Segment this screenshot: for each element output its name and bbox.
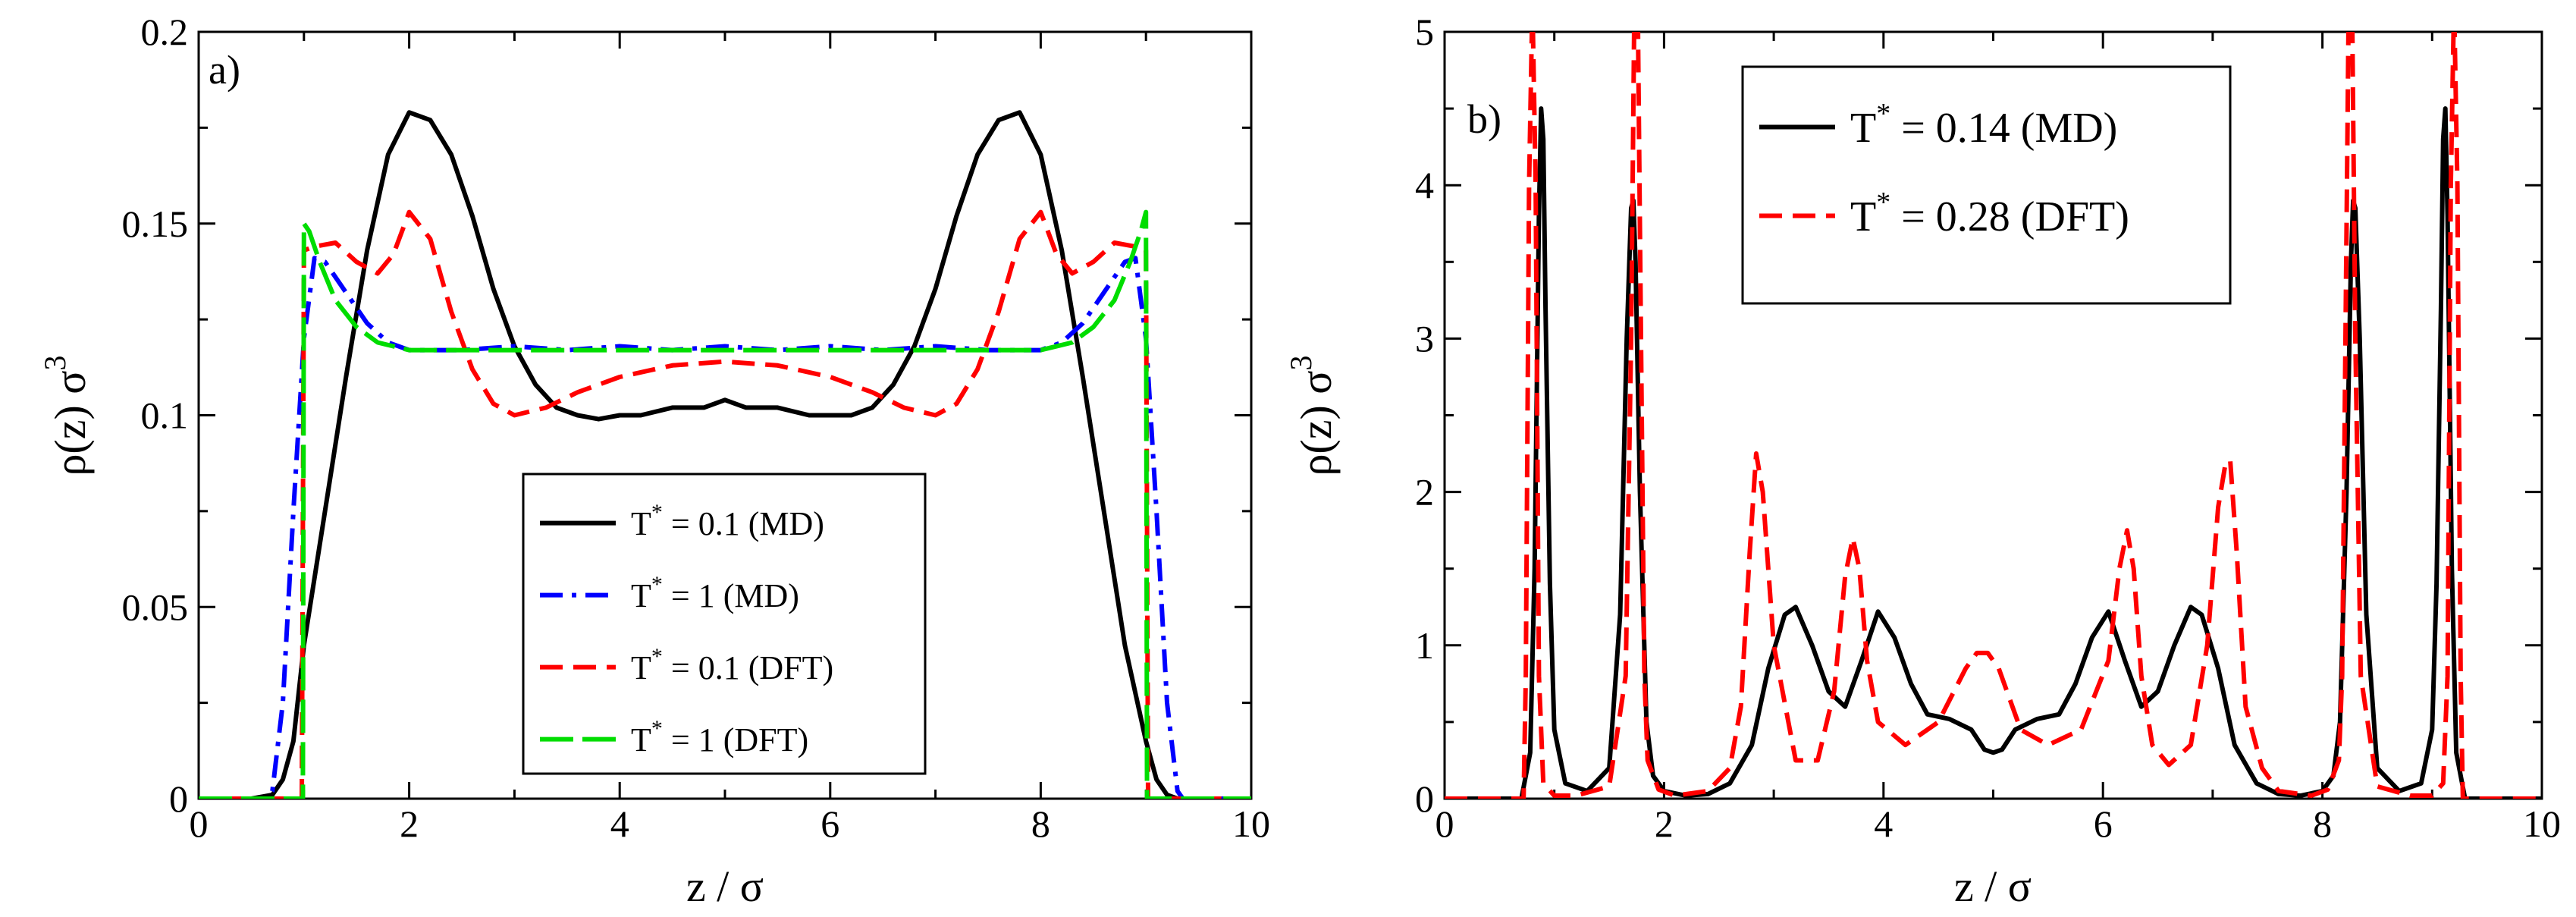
x-tick-label: 8: [1031, 802, 1050, 845]
legend-entry: T* = 0.1 (MD): [631, 500, 824, 542]
y-tick-label: 0: [169, 777, 188, 820]
legend-entry: T* = 0.1 (DFT): [631, 644, 833, 686]
x-tick-label: 6: [820, 802, 839, 845]
y-tick-label: 0.15: [122, 203, 189, 245]
series-group: [1445, 32, 2542, 799]
y-axis-label: ρ(z) σ3: [1284, 355, 1341, 476]
panel-label: a): [209, 47, 240, 93]
y-tick-label: 2: [1415, 471, 1434, 513]
legend-box: [1741, 65, 2232, 305]
y-tick-label: 0.1: [141, 394, 189, 437]
y-tick-label: 0.05: [122, 586, 189, 628]
x-tick-label: 2: [400, 802, 419, 845]
x-tick-label: 2: [1655, 802, 1674, 845]
y-tick-label: 4: [1415, 164, 1434, 206]
chart-panel-b: 0 2 4 6 8 10 0 1 2 3 4 5 T* = 0.14 (MD) T* = 0.28 (DF…: [1284, 11, 2561, 911]
x-tick-label: 8: [2313, 802, 2332, 845]
series-line-0-1-md: [199, 110, 1251, 799]
panel-label: b): [1467, 96, 1501, 142]
y-tick-label: 5: [1415, 11, 1434, 53]
legend-entry: T* = 0.14 (MD): [1850, 98, 2117, 152]
legend-entry: T* = 0.28 (DFT): [1850, 187, 2129, 240]
x-tick-label: 0: [190, 802, 209, 845]
series-line-0-1-dft: [199, 209, 1251, 799]
x-tick-label: 0: [1435, 802, 1454, 845]
series-line-1-dft: [199, 209, 1251, 799]
legend: T* = 0.1 (MD) T* = 1 (MD) T* = 0.1 (DFT) T*…: [522, 473, 927, 775]
x-tick-label: 4: [610, 802, 629, 845]
y-tick-label: 3: [1415, 317, 1434, 360]
legend-entry: T* = 1 (DFT): [631, 716, 808, 758]
x-tick-label: 10: [2523, 802, 2561, 845]
series-group: [199, 110, 1251, 799]
x-axis-label: z / σ: [686, 862, 764, 911]
x-axis-label: z / σ: [1954, 862, 2032, 911]
y-tick-label: 1: [1415, 624, 1434, 667]
series-line-1-md: [199, 256, 1251, 799]
legend: T* = 0.14 (MD) T* = 0.28 (DFT): [1741, 65, 2232, 305]
y-tick-label: 0: [1415, 777, 1434, 820]
x-tick-label: 4: [1874, 802, 1893, 845]
series-line-0-14-md: [1445, 106, 2542, 799]
y-tick-label: 0.2: [141, 11, 189, 53]
legend-entry: T* = 1 (MD): [631, 572, 799, 614]
x-tick-label: 10: [1232, 802, 1270, 845]
x-tick-label: 6: [2094, 802, 2113, 845]
y-axis-label: ρ(z) σ3: [38, 355, 95, 476]
